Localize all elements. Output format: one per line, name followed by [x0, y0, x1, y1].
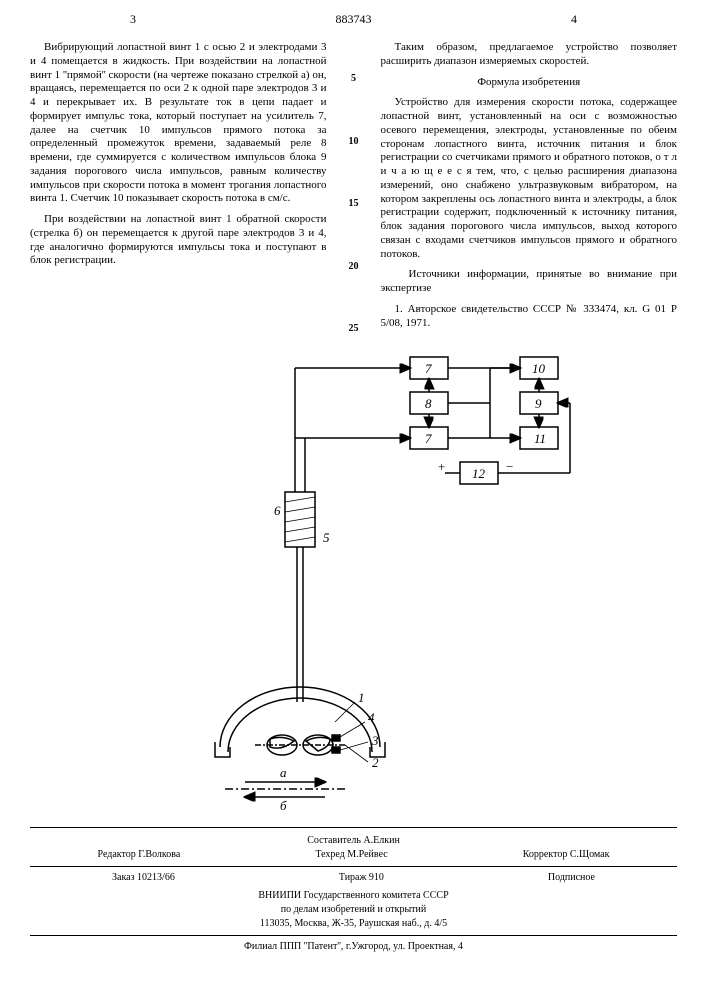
footer-staff: Редактор Г.Волкова Техред М.Рейвес Корре…	[30, 848, 677, 862]
left-p2: При воздействии на лопастной винт 1 обра…	[30, 213, 327, 268]
address: 113035, Москва, Ж-35, Раушская наб., д. …	[30, 917, 677, 931]
svg-text:1: 1	[358, 690, 365, 705]
line-num-15: 15	[349, 198, 359, 211]
page-num-left: 3	[130, 12, 136, 27]
diagram-svg: 7 10 8 9 7 11 12	[30, 347, 677, 817]
techred: Техред М.Рейвес	[315, 848, 387, 862]
branch: Филиал ППП ''Патент'', г.Ужгород, ул. Пр…	[30, 940, 677, 954]
svg-text:6: 6	[274, 503, 281, 518]
svg-text:б: б	[280, 798, 287, 813]
text-columns: Вибрирующий лопастной винт 1 с осью 2 и …	[30, 41, 677, 337]
svg-text:−: −	[506, 459, 513, 474]
footer-order: Заказ 10213/66 Тираж 910 Подписное	[30, 871, 677, 885]
svg-text:11: 11	[534, 431, 546, 446]
svg-text:7: 7	[425, 361, 432, 376]
right-column: Таким образом, предлагаемое устройство п…	[381, 41, 678, 337]
svg-text:12: 12	[472, 466, 486, 481]
svg-text:2: 2	[372, 755, 379, 770]
order: Заказ 10213/66	[112, 871, 175, 885]
line-num-5: 5	[351, 73, 356, 86]
svg-text:10: 10	[532, 361, 546, 376]
formula-title: Формула изобретения	[381, 76, 678, 90]
svg-text:4: 4	[368, 710, 375, 725]
svg-text:7: 7	[425, 431, 432, 446]
source-1: 1. Авторское свидетельство СССР № 333474…	[381, 303, 678, 331]
tirazh: Тираж 910	[339, 871, 384, 885]
figure: 7 10 8 9 7 11 12	[30, 347, 677, 817]
corrector: Корректор С.Щомак	[523, 848, 610, 862]
org2: по делам изобретений и открытий	[30, 903, 677, 917]
left-p1: Вибрирующий лопастной винт 1 с осью 2 и …	[30, 41, 327, 206]
composer: Составитель А.Елкин	[30, 834, 677, 848]
left-column: Вибрирующий лопастной винт 1 с осью 2 и …	[30, 41, 327, 337]
right-p1: Таким образом, предлагаемое устройство п…	[381, 41, 678, 69]
svg-text:8: 8	[425, 396, 432, 411]
line-num-10: 10	[349, 136, 359, 149]
svg-text:+: +	[438, 459, 445, 474]
footer: Составитель А.Елкин Редактор Г.Волкова Т…	[30, 827, 677, 954]
editor: Редактор Г.Волкова	[98, 848, 181, 862]
svg-text:а: а	[280, 765, 287, 780]
org1: ВНИИПИ Государственного комитета СССР	[30, 889, 677, 903]
subscription: Подписное	[548, 871, 595, 885]
right-p2: Устройство для измерения скорости потока…	[381, 96, 678, 261]
sources-title: Источники информации, принятые во вниман…	[381, 268, 678, 296]
page-num-right: 4	[571, 12, 577, 27]
svg-text:5: 5	[323, 530, 330, 545]
svg-text:3: 3	[371, 733, 379, 748]
line-num-20: 20	[349, 261, 359, 274]
line-numbers: 5 10 15 20 25	[345, 41, 363, 337]
patent-number: 883743	[336, 12, 372, 27]
svg-text:9: 9	[535, 396, 542, 411]
line-num-25: 25	[349, 323, 359, 336]
